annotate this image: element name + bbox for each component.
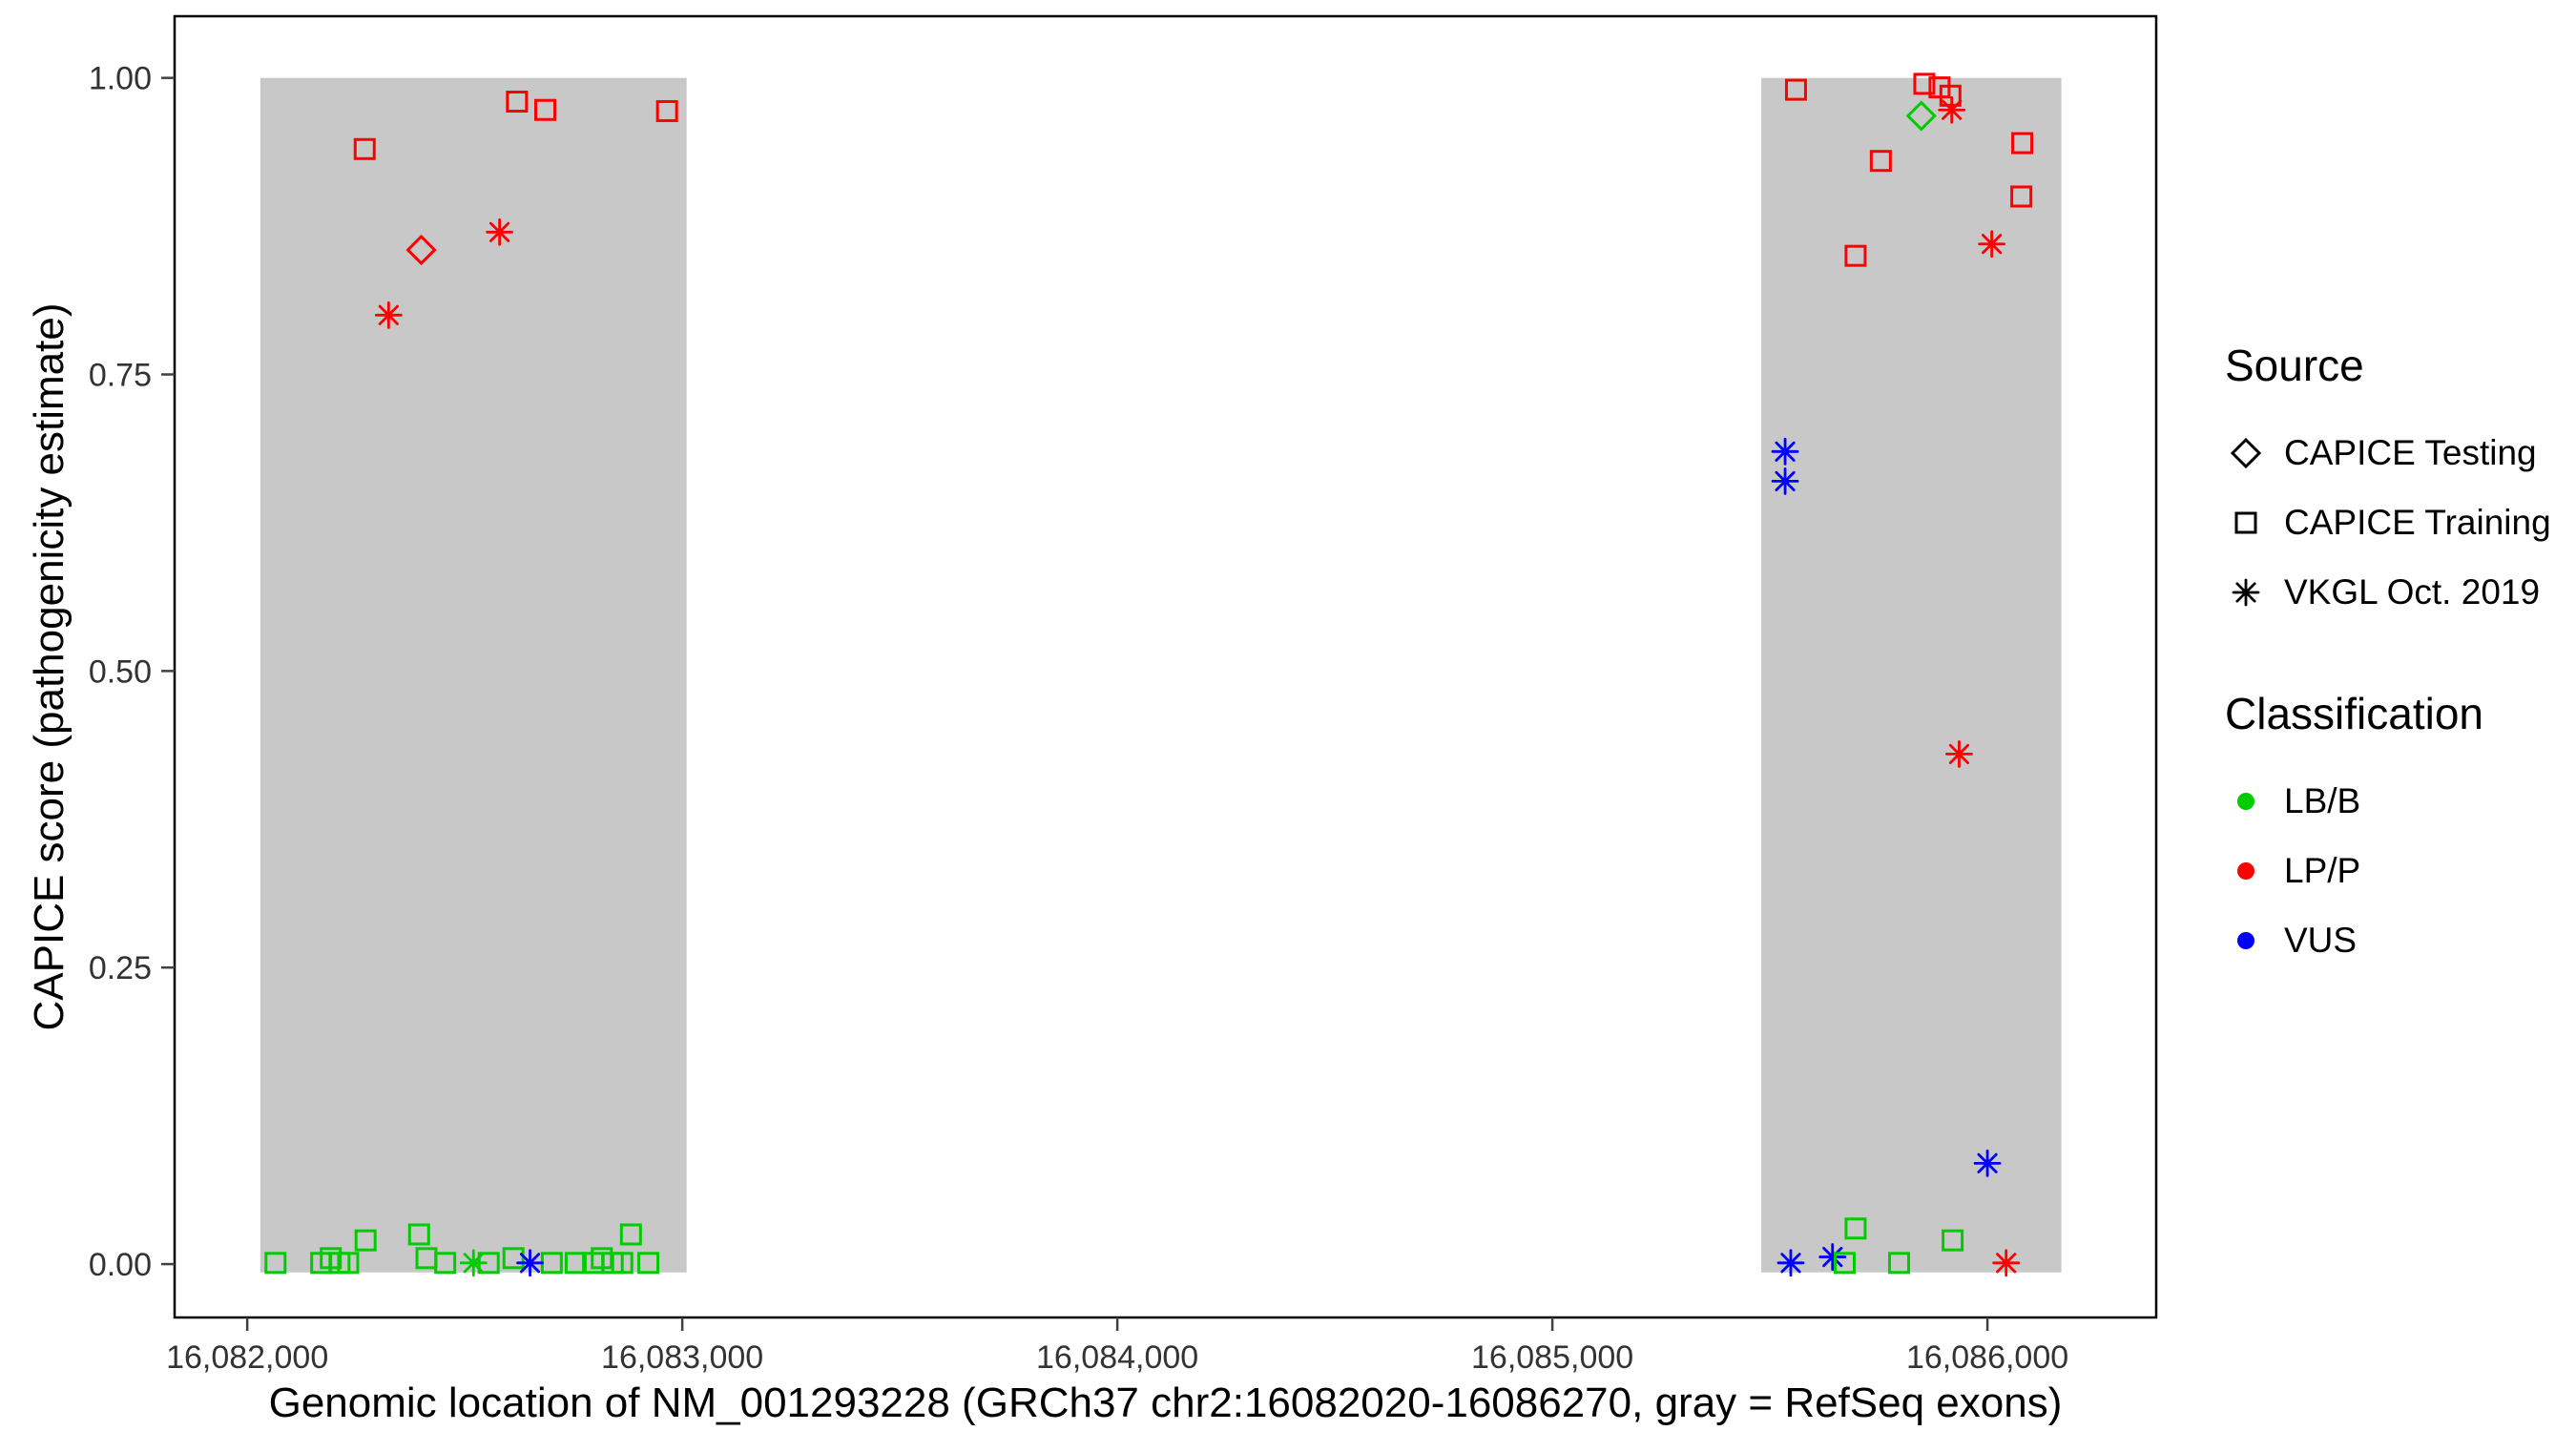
legend-item-capice-training: CAPICE Training <box>2225 487 2551 557</box>
data-point <box>1844 1217 1867 1240</box>
legend-source-group: Source CAPICE Testing CAPICE Training VK… <box>2225 340 2551 627</box>
data-point <box>564 1252 587 1275</box>
diamond-icon <box>2230 437 2262 468</box>
data-point <box>1913 73 1936 95</box>
data-point <box>2011 132 2034 155</box>
legend-item-label: CAPICE Training <box>2284 502 2551 542</box>
data-point <box>1938 95 1966 124</box>
data-point <box>637 1252 660 1275</box>
legend-classification-group: Classification LB/B LP/P VUS <box>2225 688 2551 975</box>
y-tick-label: 1.00 <box>89 61 152 97</box>
lbb-color-dot-icon <box>2237 792 2254 810</box>
data-point <box>264 1252 287 1275</box>
legend-item-lpp: LP/P <box>2225 836 2551 905</box>
data-point <box>405 234 437 266</box>
data-point <box>354 1229 377 1252</box>
x-tick-label: 16,084,000 <box>1036 1339 1198 1376</box>
y-tick-label: 0.75 <box>89 358 152 394</box>
data-point <box>407 1223 430 1246</box>
data-point <box>459 1249 488 1277</box>
data-point <box>1771 467 1799 495</box>
x-axis-title: Genomic location of NM_001293228 (GRCh37… <box>268 1379 2063 1426</box>
data-point <box>353 137 376 160</box>
legend-item-vus: VUS <box>2225 905 2551 975</box>
data-point <box>1992 1249 2021 1277</box>
data-point <box>1869 150 1892 173</box>
y-tick-label: 0.50 <box>89 653 152 690</box>
data-point <box>434 1252 457 1275</box>
data-point <box>486 218 514 246</box>
data-point <box>1973 1149 2002 1177</box>
data-point <box>516 1249 544 1277</box>
data-point <box>1888 1252 1911 1275</box>
data-point <box>1771 437 1799 466</box>
asterisk-icon <box>2232 578 2260 606</box>
legend-source-title: Source <box>2225 341 2364 390</box>
data-point <box>337 1252 360 1275</box>
legend-item-lbb: LB/B <box>2225 766 2551 836</box>
legend-classification-title: Classification <box>2225 689 2483 738</box>
legend-item-label: VKGL Oct. 2019 <box>2284 571 2541 612</box>
data-point <box>1905 100 1937 132</box>
x-tick-label: 16,086,000 <box>1906 1339 2068 1376</box>
legend-item-label: LB/B <box>2284 780 2361 820</box>
y-tick-label: 0.00 <box>89 1247 152 1283</box>
data-point <box>619 1223 642 1246</box>
y-tick-label: 0.25 <box>89 950 152 986</box>
y-axis-title: CAPICE score (pathogenicity estimate) <box>26 302 73 1031</box>
data-point <box>1776 1249 1805 1277</box>
data-point <box>374 301 403 329</box>
data-point <box>1844 244 1867 267</box>
data-point <box>533 98 556 121</box>
data-point <box>1818 1243 1847 1271</box>
exon-rect <box>260 77 687 1273</box>
x-tick-label: 16,085,000 <box>1471 1339 1633 1376</box>
data-point <box>611 1252 634 1275</box>
legend-item-capice-testing: CAPICE Testing <box>2225 418 2551 487</box>
data-point <box>502 1247 525 1270</box>
data-point <box>1978 230 2006 259</box>
data-point <box>506 91 529 114</box>
data-point <box>1834 1252 1857 1275</box>
data-point <box>1942 1229 1964 1252</box>
x-tick-label: 16,083,000 <box>601 1339 763 1376</box>
legend-item-label: LP/P <box>2284 850 2361 890</box>
legend-item-vkgl: VKGL Oct. 2019 <box>2225 557 2551 627</box>
panel-border <box>173 14 2158 1319</box>
x-tick-label: 16,082,000 <box>166 1339 328 1376</box>
exon-rect <box>1760 77 2062 1273</box>
vus-color-dot-icon <box>2237 931 2254 949</box>
data-point <box>1784 78 1807 101</box>
data-point <box>655 99 678 122</box>
lpp-color-dot-icon <box>2237 861 2254 880</box>
data-point <box>2010 185 2033 208</box>
legend: Source CAPICE Testing CAPICE Training VK… <box>2225 340 2551 975</box>
data-point <box>1945 739 1973 768</box>
square-icon <box>2234 511 2257 533</box>
legend-item-label: CAPICE Testing <box>2284 432 2537 472</box>
legend-item-label: VUS <box>2284 920 2358 960</box>
